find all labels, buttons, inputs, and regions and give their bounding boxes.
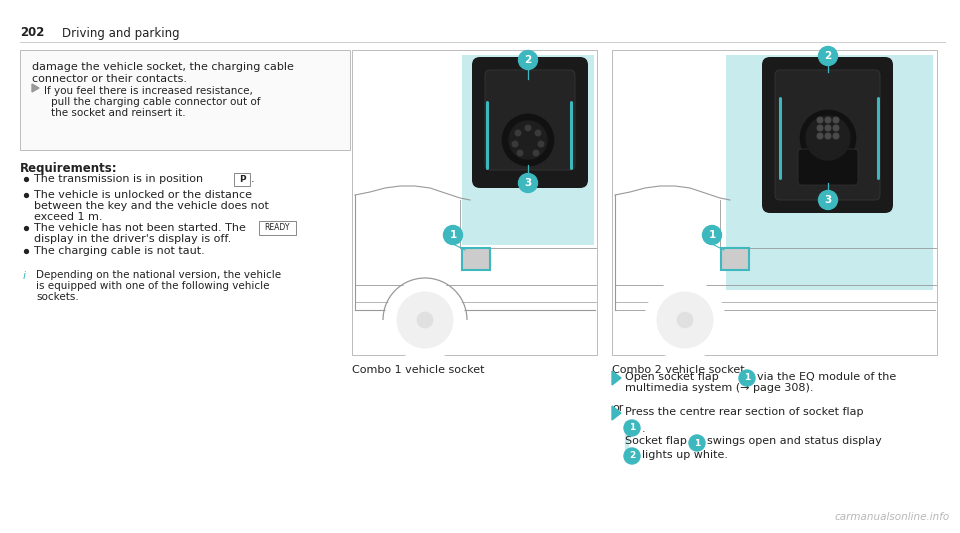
- FancyBboxPatch shape: [259, 221, 296, 235]
- Circle shape: [517, 150, 523, 156]
- Circle shape: [833, 117, 839, 123]
- Text: 2: 2: [629, 451, 636, 461]
- Circle shape: [417, 312, 433, 328]
- Text: 1: 1: [694, 439, 700, 448]
- Text: sockets.: sockets.: [36, 292, 79, 302]
- Text: display in the driver's display is off.: display in the driver's display is off.: [34, 234, 231, 244]
- FancyBboxPatch shape: [234, 173, 250, 186]
- Circle shape: [806, 116, 850, 160]
- FancyBboxPatch shape: [762, 57, 893, 213]
- Bar: [612, 50, 937, 355]
- Text: carmanualsonline.info: carmanualsonline.info: [835, 512, 950, 522]
- Text: lights up white.: lights up white.: [642, 450, 728, 460]
- Bar: [352, 50, 597, 355]
- Text: swings open and status display: swings open and status display: [707, 436, 881, 446]
- Text: is equipped with one of the following vehicle: is equipped with one of the following ve…: [36, 281, 270, 291]
- Bar: [726, 55, 933, 290]
- Circle shape: [657, 292, 713, 348]
- Text: 3: 3: [524, 178, 532, 188]
- Circle shape: [817, 117, 823, 123]
- Text: The vehicle has not been started. The: The vehicle has not been started. The: [34, 223, 246, 233]
- Circle shape: [536, 130, 540, 136]
- Text: Open socket flap: Open socket flap: [625, 372, 719, 382]
- Text: pull the charging cable connector out of: pull the charging cable connector out of: [51, 97, 260, 107]
- Circle shape: [513, 141, 517, 147]
- Text: 2: 2: [825, 51, 831, 61]
- Circle shape: [826, 133, 830, 139]
- Circle shape: [624, 448, 640, 464]
- Circle shape: [833, 133, 839, 139]
- Text: .: .: [642, 424, 646, 434]
- Circle shape: [518, 174, 538, 192]
- Circle shape: [533, 150, 539, 156]
- Text: Combo 1 vehicle socket: Combo 1 vehicle socket: [352, 365, 485, 375]
- Text: 1: 1: [629, 424, 636, 432]
- Circle shape: [502, 114, 554, 166]
- Circle shape: [397, 292, 453, 348]
- Polygon shape: [612, 406, 621, 420]
- Text: 1: 1: [449, 230, 457, 240]
- FancyBboxPatch shape: [775, 70, 880, 200]
- Text: Requirements:: Requirements:: [20, 162, 118, 175]
- Text: Depending on the national version, the vehicle: Depending on the national version, the v…: [36, 270, 281, 280]
- Circle shape: [817, 133, 823, 139]
- Circle shape: [677, 312, 693, 328]
- Text: The vehicle is unlocked or the distance: The vehicle is unlocked or the distance: [34, 190, 252, 200]
- Text: between the key and the vehicle does not: between the key and the vehicle does not: [34, 201, 269, 211]
- Circle shape: [826, 117, 830, 123]
- Text: 202: 202: [20, 27, 44, 39]
- FancyBboxPatch shape: [472, 57, 588, 188]
- Text: connector or their contacts.: connector or their contacts.: [32, 74, 187, 84]
- Text: multimedia system (→ page 308).: multimedia system (→ page 308).: [625, 383, 813, 393]
- Text: i: i: [22, 271, 26, 281]
- Polygon shape: [612, 371, 621, 385]
- Text: 1: 1: [708, 230, 715, 240]
- Polygon shape: [32, 84, 39, 92]
- Circle shape: [539, 141, 543, 147]
- Circle shape: [739, 370, 755, 386]
- Circle shape: [833, 125, 839, 131]
- Text: the socket and reinsert it.: the socket and reinsert it.: [51, 108, 185, 118]
- Text: Combo 2 vehicle socket: Combo 2 vehicle socket: [612, 365, 745, 375]
- Circle shape: [444, 225, 463, 245]
- Text: Socket flap: Socket flap: [625, 436, 686, 446]
- Text: Driving and parking: Driving and parking: [62, 27, 180, 39]
- Circle shape: [819, 190, 837, 209]
- Circle shape: [826, 125, 830, 131]
- Circle shape: [624, 420, 640, 436]
- Bar: [721, 248, 749, 270]
- Text: or: or: [612, 403, 623, 413]
- Circle shape: [819, 46, 837, 66]
- Circle shape: [645, 280, 725, 360]
- Text: 3: 3: [825, 195, 831, 205]
- Text: If you feel there is increased resistance,: If you feel there is increased resistanc…: [44, 86, 252, 96]
- Text: Press the centre rear section of socket flap: Press the centre rear section of socket …: [625, 407, 863, 417]
- Text: The transmission is in position: The transmission is in position: [34, 174, 204, 184]
- Text: .: .: [251, 174, 254, 184]
- Bar: [462, 55, 594, 245]
- Text: The charging cable is not taut.: The charging cable is not taut.: [34, 246, 204, 256]
- Text: READY: READY: [264, 223, 290, 232]
- Circle shape: [516, 130, 520, 136]
- Text: exceed 1 m.: exceed 1 m.: [34, 212, 103, 222]
- FancyBboxPatch shape: [20, 50, 350, 150]
- Bar: [625, 421, 628, 457]
- FancyBboxPatch shape: [485, 70, 575, 170]
- Bar: [462, 248, 490, 270]
- Circle shape: [385, 280, 465, 360]
- Text: 2: 2: [524, 55, 532, 65]
- Text: P: P: [239, 174, 246, 183]
- Circle shape: [817, 125, 823, 131]
- Text: 1: 1: [744, 374, 750, 383]
- Circle shape: [518, 51, 538, 69]
- Text: damage the vehicle socket, the charging cable: damage the vehicle socket, the charging …: [32, 62, 294, 72]
- Circle shape: [16, 268, 32, 284]
- Circle shape: [703, 225, 722, 245]
- Circle shape: [689, 435, 705, 451]
- Circle shape: [800, 110, 856, 166]
- Circle shape: [525, 125, 531, 131]
- Text: via the EQ module of the: via the EQ module of the: [757, 372, 897, 382]
- FancyBboxPatch shape: [798, 149, 858, 185]
- Circle shape: [509, 121, 547, 159]
